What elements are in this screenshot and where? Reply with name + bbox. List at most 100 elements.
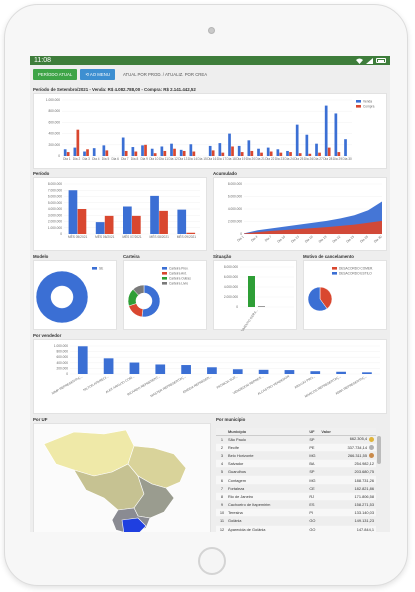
bar[interactable] [286, 150, 289, 156]
table-row[interactable]: 2 Recife PE 337.734,14 [216, 443, 376, 452]
bar[interactable] [308, 153, 312, 156]
bar[interactable] [266, 147, 270, 156]
bar[interactable] [189, 144, 193, 156]
bar[interactable] [105, 150, 109, 156]
table-scrollbar[interactable] [376, 428, 382, 532]
bar[interactable] [258, 306, 265, 307]
bar[interactable] [129, 362, 140, 374]
table-row[interactable]: 6 Contagem MG 188.731,26 [216, 475, 376, 485]
bar[interactable] [284, 370, 295, 374]
bar[interactable] [181, 365, 191, 374]
bar[interactable] [134, 151, 138, 156]
bar[interactable] [131, 147, 135, 156]
bar[interactable] [324, 105, 328, 156]
bar[interactable] [77, 209, 87, 234]
bar[interactable] [334, 113, 338, 156]
bar[interactable] [177, 209, 187, 234]
bar[interactable] [276, 149, 280, 156]
bar[interactable] [182, 150, 186, 156]
bar[interactable] [102, 145, 106, 156]
bar[interactable] [208, 145, 212, 156]
bar[interactable] [170, 143, 173, 156]
bar[interactable] [132, 215, 141, 234]
bar[interactable] [160, 146, 164, 156]
bar[interactable] [344, 139, 347, 156]
bar[interactable] [211, 150, 215, 156]
bar[interactable] [77, 346, 88, 374]
bar[interactable] [310, 371, 321, 374]
bar[interactable] [66, 152, 70, 156]
bar[interactable] [192, 151, 196, 156]
bar[interactable] [298, 153, 302, 156]
bar[interactable] [150, 195, 159, 234]
bar[interactable] [83, 151, 86, 156]
bar[interactable] [150, 148, 154, 156]
bar[interactable] [179, 149, 183, 156]
map-state-sp[interactable] [121, 517, 147, 532]
bar[interactable] [186, 232, 196, 234]
col-rank[interactable] [216, 428, 228, 436]
bar[interactable] [260, 152, 263, 156]
bar[interactable] [257, 148, 260, 156]
bar[interactable] [228, 133, 231, 156]
bar[interactable] [124, 150, 128, 156]
bar[interactable] [240, 152, 244, 156]
bar[interactable] [269, 151, 273, 156]
bar[interactable] [315, 143, 318, 156]
bar[interactable] [336, 371, 346, 374]
bar[interactable] [163, 150, 167, 156]
bar[interactable] [173, 148, 176, 156]
bar[interactable] [218, 143, 222, 156]
bar[interactable] [258, 369, 269, 374]
bar[interactable] [207, 367, 217, 374]
bar[interactable] [86, 149, 89, 156]
table-row[interactable]: 8 Rio de Janeiro RJ 171.806,58 [216, 492, 376, 502]
bar[interactable] [362, 372, 372, 374]
bar[interactable] [305, 134, 309, 156]
pie-slice[interactable] [307, 286, 328, 312]
bar[interactable] [141, 145, 144, 156]
col-valor[interactable]: Valor [321, 428, 376, 436]
col-municipio[interactable]: Município [228, 428, 310, 436]
bar[interactable] [63, 149, 67, 156]
bar[interactable] [73, 147, 77, 156]
bar[interactable] [289, 152, 292, 156]
periodo-atual-button[interactable]: PERÍODO ATUAL [33, 69, 78, 80]
bar[interactable] [103, 358, 114, 374]
bar[interactable] [250, 150, 254, 156]
bar[interactable] [153, 153, 157, 156]
bar[interactable] [144, 144, 147, 156]
bar[interactable] [318, 152, 321, 156]
map-region-southeast[interactable] [133, 475, 175, 519]
area-series[interactable] [244, 220, 382, 234]
table-row[interactable]: 10 Teresina PI 133.140,03 [216, 508, 376, 518]
bar[interactable] [121, 137, 125, 156]
back-to-menu-button[interactable]: ⟲ AO MENU [80, 69, 115, 80]
pie-slice[interactable] [132, 284, 145, 296]
bar[interactable] [248, 276, 255, 307]
pie-slice[interactable] [141, 284, 161, 318]
bar[interactable] [327, 147, 331, 156]
bar[interactable] [159, 210, 168, 234]
bar[interactable] [76, 129, 80, 156]
bar[interactable] [221, 152, 225, 156]
bar[interactable] [232, 369, 243, 374]
bar[interactable] [95, 222, 105, 234]
table-row[interactable]: 3 Belo Horizonte MG 266.311,55 [216, 451, 376, 461]
table-row[interactable]: 4 Salvador BA 254.982,12 [216, 459, 376, 469]
table-row[interactable]: 7 Fortaleza CE 182.821,86 [216, 484, 376, 493]
bar[interactable] [104, 215, 114, 234]
table-row[interactable]: 11 Goiânia GO 149.131,23 [216, 516, 376, 526]
table-row[interactable]: 12 Aparecida de Goiânia GO 147.844,1 [216, 525, 376, 532]
bar[interactable] [247, 140, 251, 156]
bar[interactable] [237, 145, 241, 156]
home-button[interactable] [198, 547, 226, 575]
scrollbar-thumb[interactable] [377, 436, 381, 464]
bar[interactable] [295, 124, 299, 156]
bar[interactable] [279, 152, 283, 156]
bar[interactable] [123, 206, 132, 235]
table-row[interactable]: 9 Cachoeiro de Itapemirim ES 158.271,53 [216, 500, 376, 510]
bar[interactable] [337, 152, 341, 156]
col-uf[interactable]: UF [309, 428, 322, 436]
bar[interactable] [92, 148, 96, 156]
